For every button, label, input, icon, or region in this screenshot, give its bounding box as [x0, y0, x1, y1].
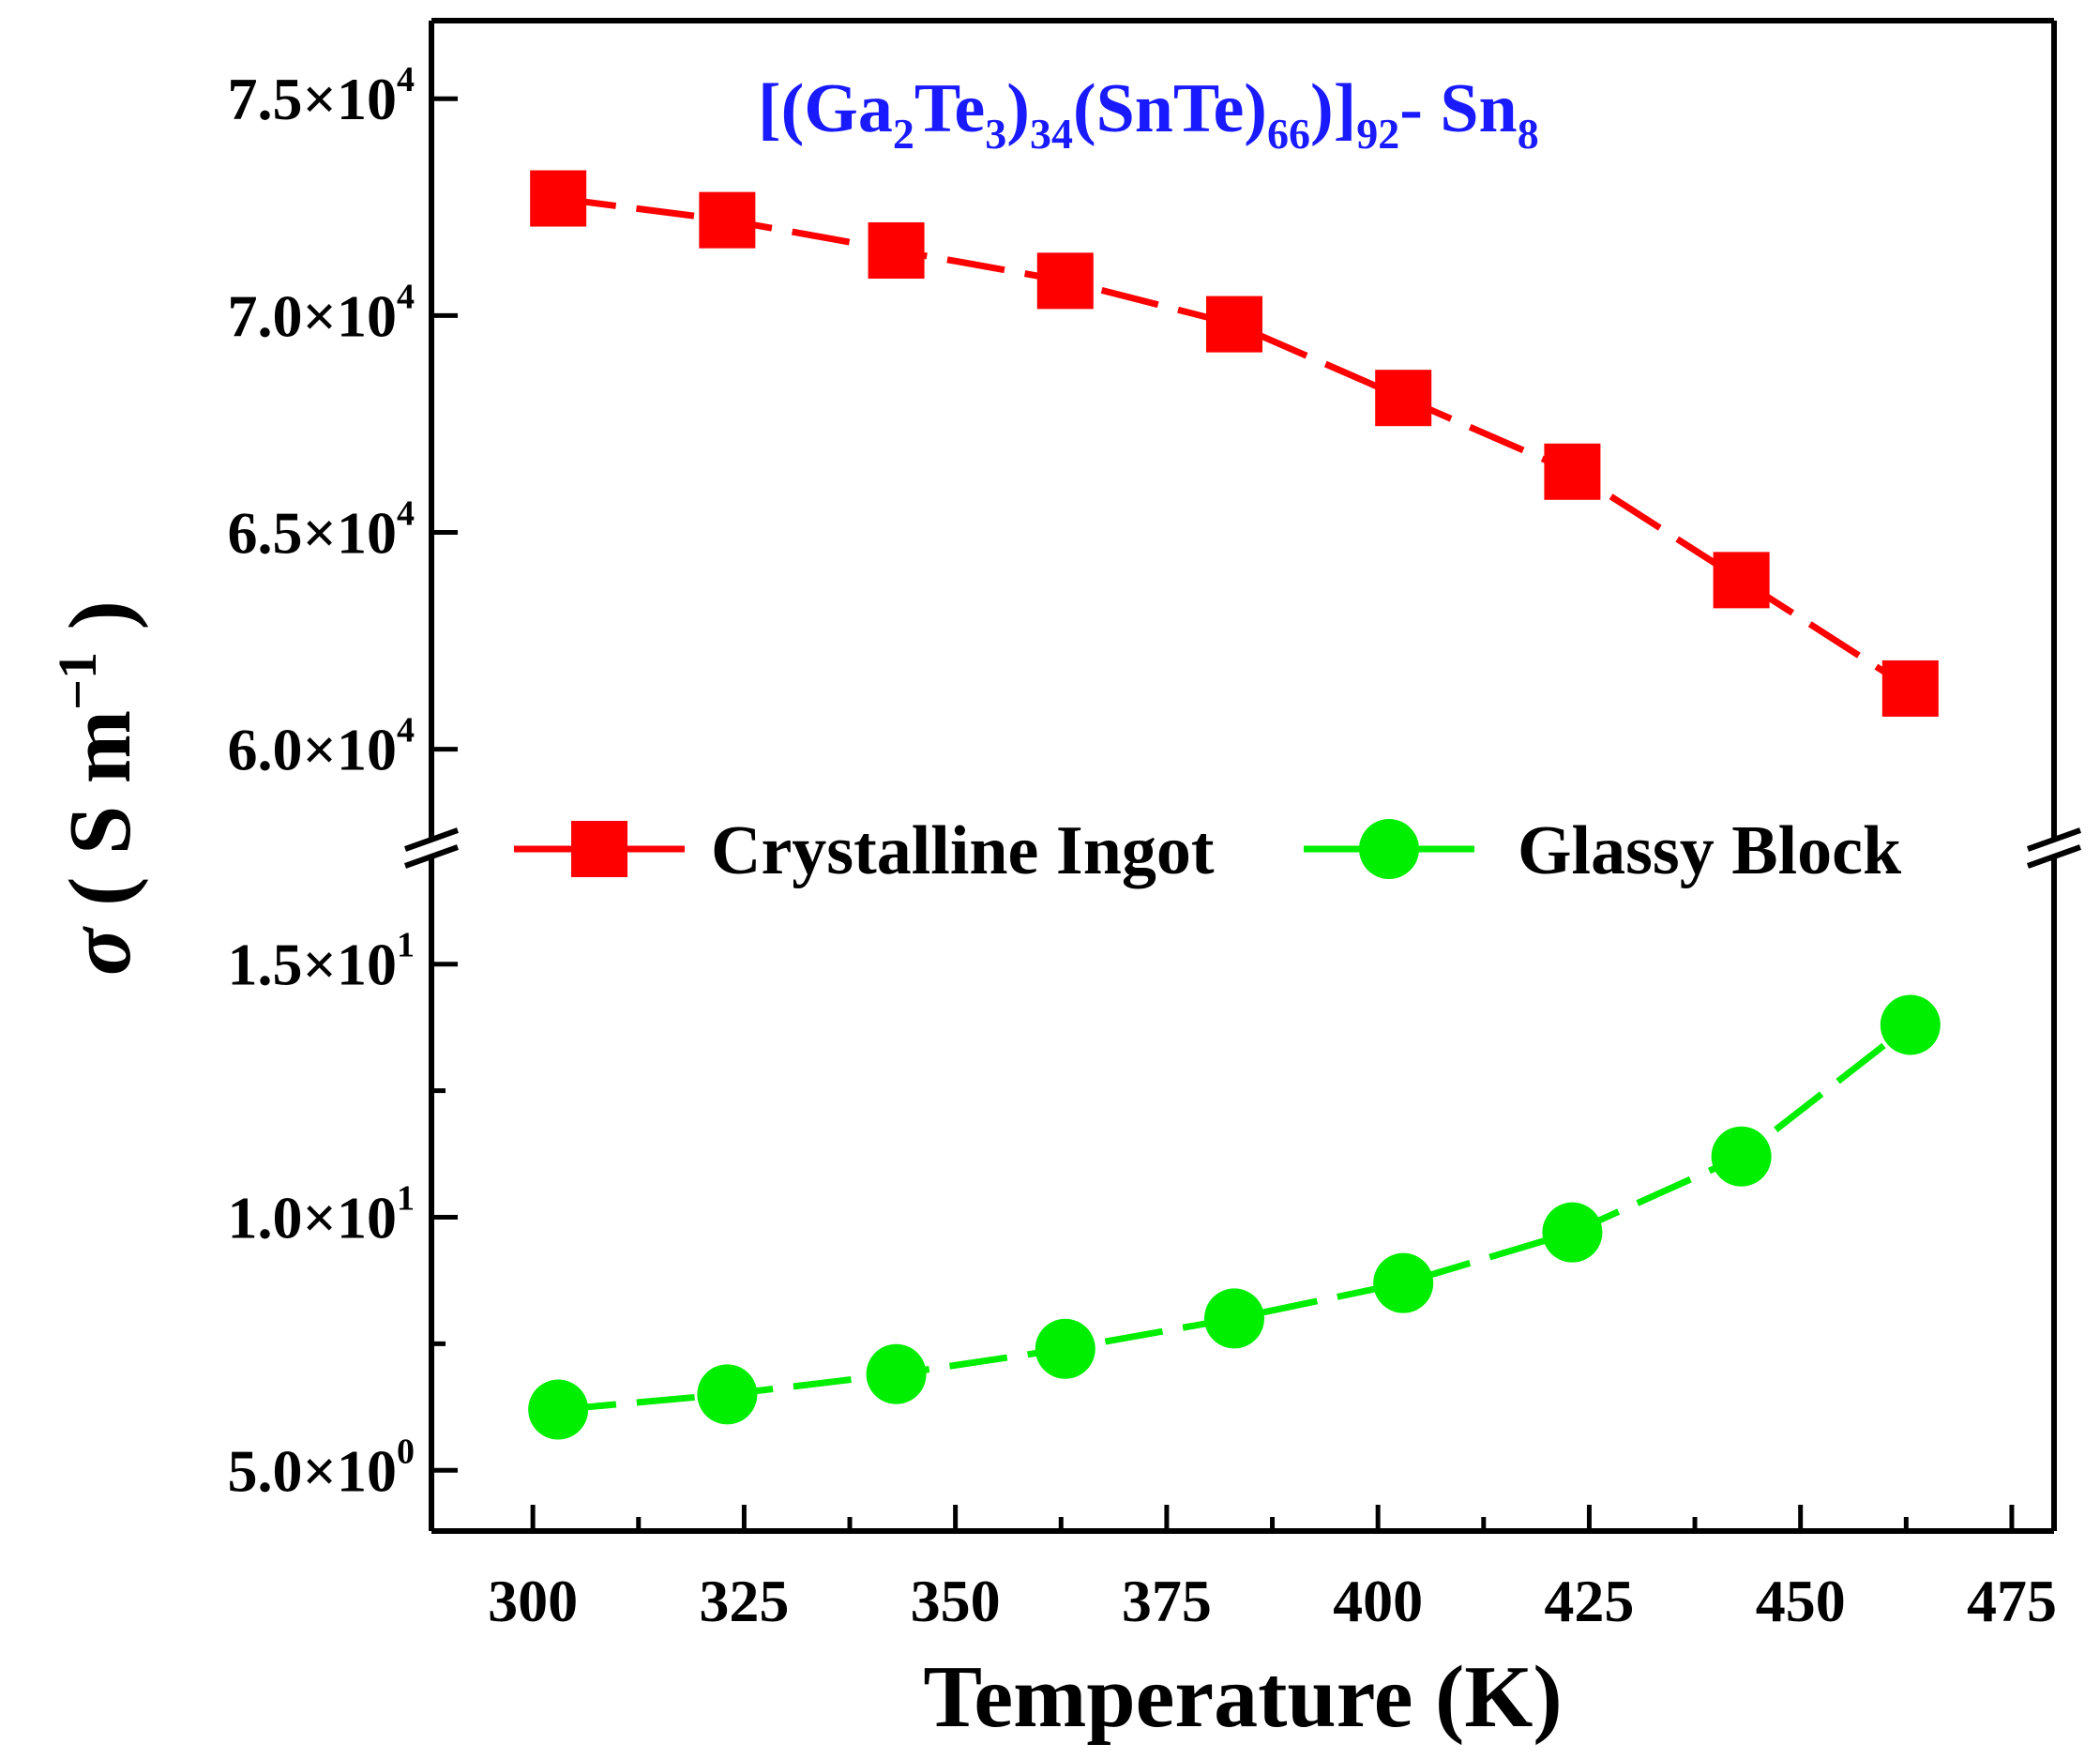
x-tick-label: 350	[911, 1568, 1001, 1634]
y-axis-title: σ ( S m−1 )	[47, 600, 149, 976]
crystalline-ingot-point	[699, 191, 756, 249]
y-upper-label: 6.5×104	[228, 494, 415, 567]
glassy-block-point	[1035, 1318, 1095, 1379]
crystalline-ingot-point	[1205, 296, 1262, 353]
x-tick-label: 450	[1756, 1568, 1846, 1634]
x-tick-label: 375	[1122, 1568, 1212, 1634]
axis-break-mark-right	[2026, 827, 2082, 852]
glassy-block-point	[1373, 1252, 1434, 1313]
y-lower-label: 1.5×101	[228, 926, 415, 998]
x-axis-title: Temperature (K)	[923, 1648, 1562, 1746]
legend-label-crystalline-ingot: Crystalline Ingot	[711, 812, 1215, 889]
axis-break-mark-right	[2026, 844, 2082, 869]
legend-marker-glassy-block	[1359, 819, 1419, 879]
x-tick-label: 425	[1544, 1568, 1634, 1634]
glassy-block-point	[866, 1343, 927, 1404]
crystalline-ingot-point	[1036, 252, 1094, 310]
y-upper-label: 7.0×104	[228, 277, 415, 349]
glassy-block-point	[1880, 994, 1941, 1055]
glassy-block-point	[1711, 1126, 1772, 1187]
legend-marker-crystalline-ingot	[571, 821, 627, 877]
series-layer	[528, 170, 1941, 1440]
axes: 300 325 350 375 400 425 450 475 7.5×104 7.0×104 6.…	[228, 60, 2057, 1634]
x-tick-label: 300	[488, 1568, 578, 1634]
y-lower-label: 1.0×101	[228, 1178, 415, 1251]
crystalline-ingot-point	[1713, 552, 1770, 609]
chart-title: [(Ga2Te3)34(SnTe)66)]92- Sn8	[758, 70, 1539, 158]
glassy-block-point	[1542, 1202, 1603, 1263]
crystalline-ingot-point	[1881, 660, 1939, 717]
crystalline-ingot-point	[1375, 370, 1432, 427]
crystalline-ingot-point	[868, 222, 925, 280]
x-tick-label: 325	[699, 1568, 789, 1634]
x-tick-label: 400	[1333, 1568, 1423, 1634]
crystalline-ingot-point	[530, 170, 587, 227]
glassy-block-point	[528, 1379, 589, 1440]
glassy-block-point	[697, 1364, 758, 1425]
legend-label-glassy-block: Glassy Block	[1518, 812, 1902, 889]
crystalline-ingot-point	[1544, 443, 1601, 500]
glassy-block-point	[1203, 1288, 1264, 1349]
axis-break-mark-left	[403, 844, 460, 869]
legend: Crystalline Ingot Glassy Block	[514, 812, 1902, 889]
y-upper-label: 7.5×104	[228, 60, 415, 132]
y-upper-label: 6.0×104	[228, 711, 415, 783]
y-lower-label: 5.0×100	[228, 1432, 415, 1504]
plot-frame	[403, 18, 2082, 1534]
labels: [(Ga2Te3)34(SnTe)66)]92- Sn8 Temperature …	[47, 70, 1563, 1746]
x-tick-label: 475	[1967, 1568, 2057, 1634]
axis-break-mark-left	[403, 827, 460, 852]
